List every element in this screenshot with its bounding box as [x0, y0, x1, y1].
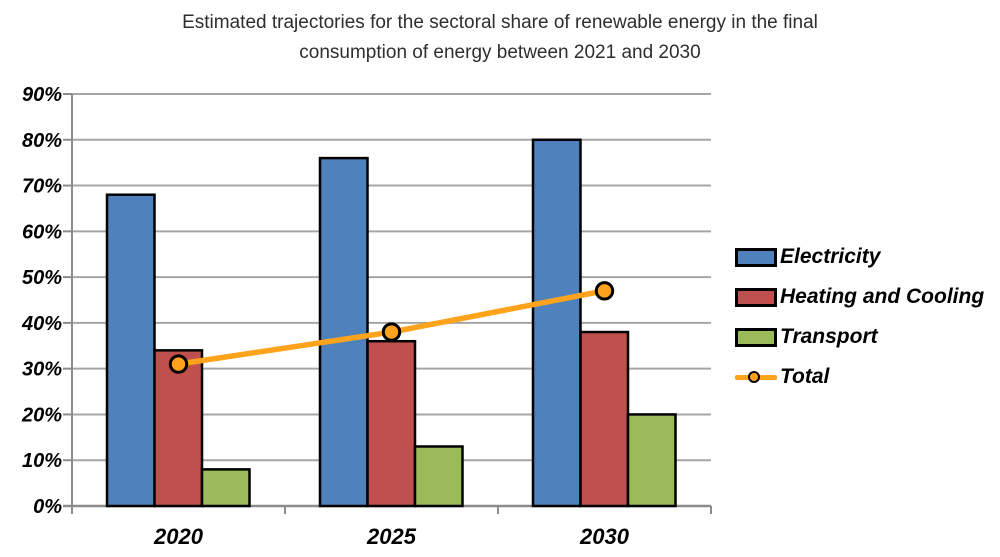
legend-label-electricity: Electricity [780, 245, 881, 268]
y-axis-tick-label-0: 0% [33, 496, 62, 518]
bar-electricity-2025 [318, 156, 369, 508]
x-axis-label-2020: 2020 [153, 524, 204, 549]
bar-electricity-2030 [531, 138, 582, 508]
legend-item-transport: Transport [735, 317, 984, 357]
bar-heating-and-cooling-2025 [366, 339, 417, 508]
bar-heating-and-cooling-2030 [579, 330, 630, 508]
legend-label-transport: Transport [780, 325, 878, 348]
transport-swatch-icon [735, 327, 777, 347]
y-axis-tick-label-10: 10% [22, 450, 62, 472]
total-marker-2020 [168, 354, 189, 374]
total-marker-2025 [381, 322, 402, 342]
heating-and-cooling-swatch-icon [735, 287, 777, 307]
total-line-marker-icon [735, 369, 777, 386]
electricity-swatch-icon [735, 247, 777, 267]
legend-label-heating-and-cooling: Heating and Cooling [780, 285, 985, 308]
y-axis-tick-label-30: 30% [22, 359, 62, 381]
x-axis-label-2025: 2025 [366, 524, 417, 549]
bar-transport-2025 [413, 445, 464, 508]
y-axis-tick-label-80: 80% [22, 130, 62, 152]
y-axis-tick-label-60: 60% [22, 221, 62, 243]
y-axis-tick-label-90: 90% [22, 84, 62, 106]
y-axis-tick-label-20: 20% [21, 404, 62, 426]
bar-heating-and-cooling-2020 [153, 349, 204, 508]
total-legend-dot [748, 370, 760, 383]
legend-item-total: Total [735, 357, 984, 397]
legend-item-heating-and-cooling: Heating and Cooling [735, 277, 984, 317]
bar-electricity-2020 [105, 193, 156, 508]
chart-title-line1: Estimated trajectories for the sectoral … [182, 12, 818, 33]
bar-transport-2020 [200, 468, 251, 508]
y-axis-tick-label-70: 70% [22, 176, 62, 198]
total-marker-2030 [594, 281, 615, 301]
y-axis-tick-label-40: 40% [21, 313, 62, 335]
legend: Electricity Heating and Cooling Transpor… [735, 237, 984, 397]
y-axis-tick-label-50: 50% [22, 267, 62, 289]
chart-title: Estimated trajectories for the sectoral … [0, 8, 1000, 68]
legend-label-total: Total [780, 365, 830, 388]
x-axis-label-2030: 2030 [579, 524, 630, 549]
bar-transport-2030 [626, 413, 677, 508]
legend-item-electricity: Electricity [735, 237, 984, 277]
chart-title-line2: consumption of energy between 2021 and 2… [299, 42, 701, 63]
